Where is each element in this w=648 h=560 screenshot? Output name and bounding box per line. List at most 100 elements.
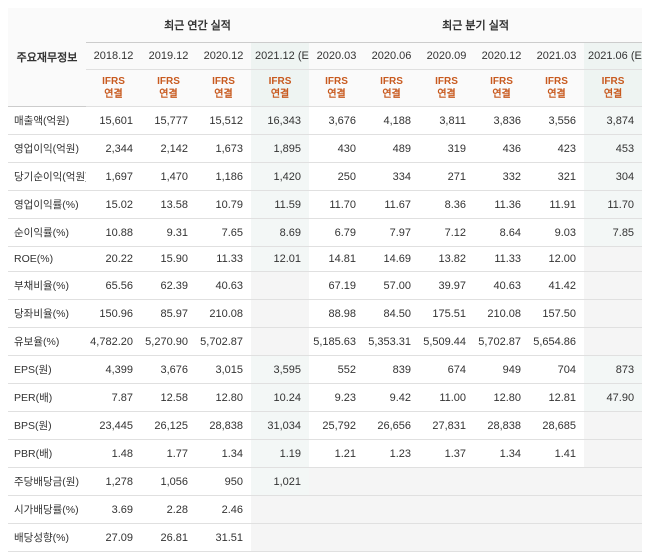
period-header: 2020.03 — [309, 43, 364, 70]
row-label: 주당배당금(원) — [8, 468, 86, 496]
data-cell: 250 — [309, 163, 364, 191]
data-cell — [419, 524, 474, 552]
data-cell — [474, 468, 529, 496]
row-label: 영업이익(억원) — [8, 135, 86, 163]
data-cell — [529, 468, 584, 496]
data-cell: 5,270.90 — [141, 328, 196, 356]
ifrs-header: IFRS연결 — [141, 70, 196, 107]
row-label: PER(배) — [8, 384, 86, 412]
table-row: 배당성향(%)27.0926.8131.51 — [8, 524, 642, 552]
ifrs-header: IFRS연결 — [251, 70, 309, 107]
data-cell: 11.33 — [196, 247, 251, 272]
data-cell: 14.69 — [364, 247, 419, 272]
data-cell: 20.22 — [86, 247, 141, 272]
data-cell: 26,656 — [364, 412, 419, 440]
data-cell: 39.97 — [419, 272, 474, 300]
data-cell: 1,278 — [86, 468, 141, 496]
data-cell: 28,685 — [529, 412, 584, 440]
row-label: 시가배당률(%) — [8, 496, 86, 524]
data-cell: 13.58 — [141, 191, 196, 219]
table-row: EPS(원)4,3993,6763,0153,59555283967494970… — [8, 356, 642, 384]
table-row: 영업이익률(%)15.0213.5810.7911.5911.7011.678.… — [8, 191, 642, 219]
data-cell — [529, 524, 584, 552]
period-header: 2021.06 (E) — [584, 43, 642, 70]
data-cell — [584, 412, 642, 440]
data-cell: 304 — [584, 163, 642, 191]
table-row: 주당배당금(원)1,2781,0569501,021 — [8, 468, 642, 496]
data-cell: 9.23 — [309, 384, 364, 412]
data-cell: 1.19 — [251, 440, 309, 468]
data-cell: 11.70 — [584, 191, 642, 219]
data-cell: 7.65 — [196, 219, 251, 247]
data-cell: 3.69 — [86, 496, 141, 524]
data-cell: 9.03 — [529, 219, 584, 247]
ifrs-header: IFRS연결 — [86, 70, 141, 107]
data-cell: 210.08 — [474, 300, 529, 328]
data-cell: 4,188 — [364, 107, 419, 135]
data-cell — [309, 468, 364, 496]
data-cell: 7.97 — [364, 219, 419, 247]
data-cell: 16,343 — [251, 107, 309, 135]
data-cell: 5,702.87 — [196, 328, 251, 356]
row-label: EPS(원) — [8, 356, 86, 384]
data-cell — [584, 496, 642, 524]
data-cell: 2.28 — [141, 496, 196, 524]
ifrs-header: IFRS연결 — [584, 70, 642, 107]
period-header: 2020.06 — [364, 43, 419, 70]
period-header: 2021.12 (E) — [251, 43, 309, 70]
data-cell: 47.90 — [584, 384, 642, 412]
data-cell: 949 — [474, 356, 529, 384]
data-cell: 150.96 — [86, 300, 141, 328]
data-cell: 11.00 — [419, 384, 474, 412]
data-cell — [584, 300, 642, 328]
table-row: 시가배당률(%)3.692.282.46 — [8, 496, 642, 524]
data-cell: 321 — [529, 163, 584, 191]
data-cell: 1,056 — [141, 468, 196, 496]
data-cell: 839 — [364, 356, 419, 384]
data-cell — [584, 440, 642, 468]
data-cell: 67.19 — [309, 272, 364, 300]
data-cell: 210.08 — [196, 300, 251, 328]
data-cell — [584, 272, 642, 300]
data-cell: 1.34 — [196, 440, 251, 468]
data-cell: 3,836 — [474, 107, 529, 135]
data-cell: 1.37 — [419, 440, 474, 468]
data-cell: 10.88 — [86, 219, 141, 247]
data-cell: 1.77 — [141, 440, 196, 468]
table-row: PBR(배)1.481.771.341.191.211.231.371.341.… — [8, 440, 642, 468]
data-cell: 12.80 — [474, 384, 529, 412]
ifrs-header: IFRS연결 — [309, 70, 364, 107]
row-label: 당기순이익(억원) — [8, 163, 86, 191]
data-cell: 1,470 — [141, 163, 196, 191]
data-cell: 6.79 — [309, 219, 364, 247]
table-row: 부채비율(%)65.5662.3940.6367.1957.0039.9740.… — [8, 272, 642, 300]
data-cell: 11.59 — [251, 191, 309, 219]
data-cell — [364, 496, 419, 524]
data-cell: 1,697 — [86, 163, 141, 191]
data-cell: 3,676 — [141, 356, 196, 384]
data-cell: 15.02 — [86, 191, 141, 219]
table-row: BPS(원)23,44526,12528,83831,03425,79226,6… — [8, 412, 642, 440]
data-cell — [251, 496, 309, 524]
data-cell: 1,895 — [251, 135, 309, 163]
data-cell — [364, 524, 419, 552]
data-cell: 31,034 — [251, 412, 309, 440]
data-cell: 332 — [474, 163, 529, 191]
data-cell: 11.70 — [309, 191, 364, 219]
data-cell: 9.42 — [364, 384, 419, 412]
table-row: 순이익률(%)10.889.317.658.696.797.977.128.64… — [8, 219, 642, 247]
data-cell: 7.85 — [584, 219, 642, 247]
ifrs-header: IFRS연결 — [474, 70, 529, 107]
data-cell: 12.81 — [529, 384, 584, 412]
data-cell: 26.81 — [141, 524, 196, 552]
data-cell: 8.69 — [251, 219, 309, 247]
data-cell: 3,676 — [309, 107, 364, 135]
data-cell: 9.31 — [141, 219, 196, 247]
data-cell: 1,186 — [196, 163, 251, 191]
data-cell: 84.50 — [364, 300, 419, 328]
data-cell: 31.51 — [196, 524, 251, 552]
data-cell: 11.67 — [364, 191, 419, 219]
data-cell: 4,782.20 — [86, 328, 141, 356]
data-cell: 27,831 — [419, 412, 474, 440]
data-cell — [251, 328, 309, 356]
